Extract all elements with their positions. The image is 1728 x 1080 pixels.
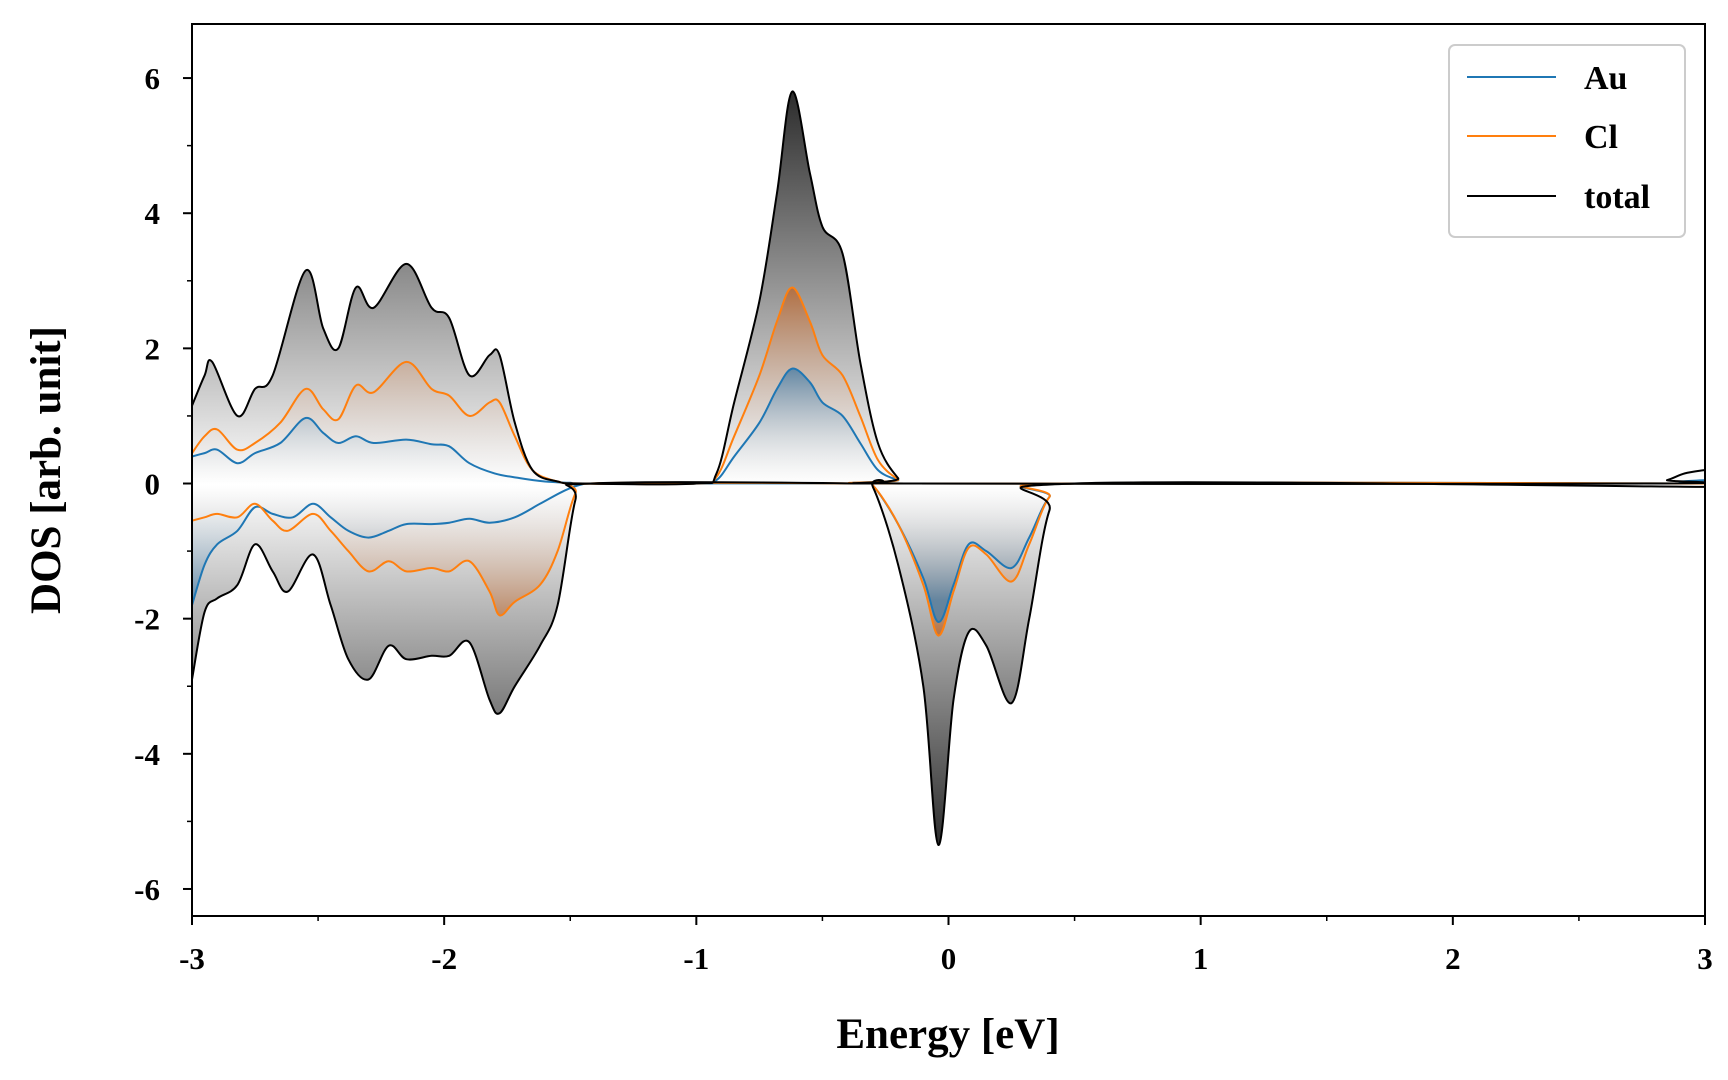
x-tick-label: -2 [431, 941, 457, 976]
fill-total-spin-down [192, 480, 1705, 846]
dos-fill-areas [192, 91, 1705, 846]
y-tick-label: -2 [134, 602, 160, 637]
y-tick-label: -4 [134, 737, 160, 772]
y-axis-label: DOS [arb. unit] [23, 326, 70, 614]
x-axis-label: Energy [eV] [836, 1011, 1059, 1058]
y-axis-ticks: -6 -4 -2 0 2 4 6 [134, 61, 192, 907]
legend-label-total: total [1584, 179, 1650, 216]
line-total-spin-down [192, 479, 1705, 847]
y-tick-label: 0 [145, 467, 161, 502]
legend-box [1448, 44, 1686, 238]
x-tick-label: -1 [683, 941, 709, 976]
y-tick-label: -6 [134, 872, 160, 907]
x-axis-ticks: -3 -2 -1 0 1 2 3 [179, 916, 1713, 976]
y-tick-label: 4 [145, 196, 161, 231]
fill-au-spin-up [192, 368, 1705, 484]
line-au-spin-down [192, 481, 1705, 623]
y-tick-label: 2 [145, 331, 161, 366]
dos-series-lines [192, 90, 1705, 847]
x-tick-label: -3 [179, 941, 205, 976]
legend: Au Cl total [1448, 44, 1686, 238]
x-tick-label: 2 [1445, 941, 1461, 976]
y-tick-label: 6 [145, 61, 161, 96]
x-tick-label: 0 [941, 941, 957, 976]
x-tick-label: 1 [1193, 941, 1209, 976]
line-cl-spin-down [192, 481, 1705, 637]
fill-au-spin-down [192, 482, 1705, 623]
legend-label-cl: Cl [1584, 119, 1618, 156]
x-tick-label: 3 [1697, 941, 1713, 976]
legend-label-au: Au [1584, 60, 1627, 97]
